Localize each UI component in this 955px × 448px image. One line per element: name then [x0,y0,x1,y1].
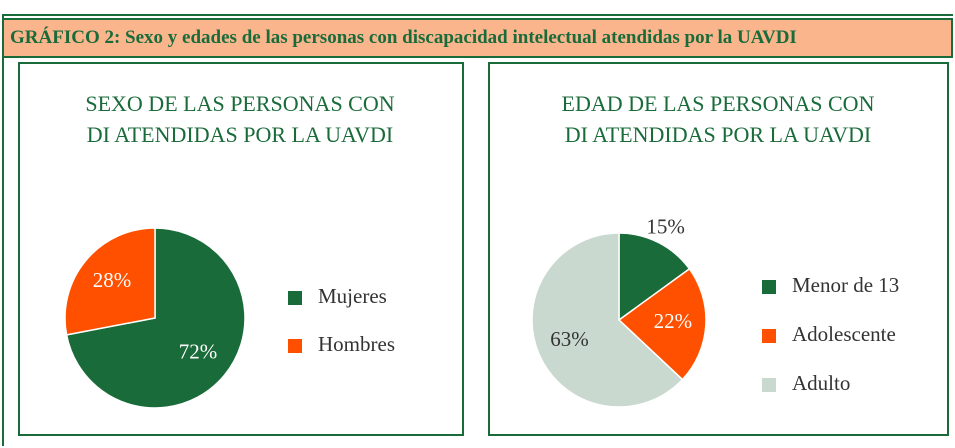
panel [18,62,464,436]
data-label: 28% [93,268,132,292]
header-title: GRÁFICO 2: Sexo y edades de las personas… [2,18,953,58]
legend-swatch [762,280,776,294]
legend-label: Hombres [318,332,395,356]
pie-slice [618,232,691,322]
outer-frame [2,14,953,446]
legend-swatch [288,339,302,353]
legend-swatch [762,378,776,392]
panel [488,62,949,436]
legend-swatch [288,291,302,305]
legend-label: Adolescente [792,322,896,346]
pie-slice [531,232,684,408]
data-label: 72% [179,339,218,363]
chart-title: EDAD DE LAS PERSONAS CON DI ATENDIDAS PO… [561,91,875,147]
data-label: 15% [646,214,685,238]
legend-label: Mujeres [318,284,387,308]
pie-slice [617,267,707,381]
legend-label: Adulto [792,371,850,395]
pie-slice [64,227,156,336]
chart-title: SEXO DE LAS PERSONAS CON DI ATENDIDAS PO… [85,91,395,147]
legend-label: Menor de 13 [792,273,899,297]
data-label: 63% [550,327,589,351]
legend-swatch [762,329,776,343]
pie-slice [65,227,246,409]
data-label: 22% [654,309,693,333]
